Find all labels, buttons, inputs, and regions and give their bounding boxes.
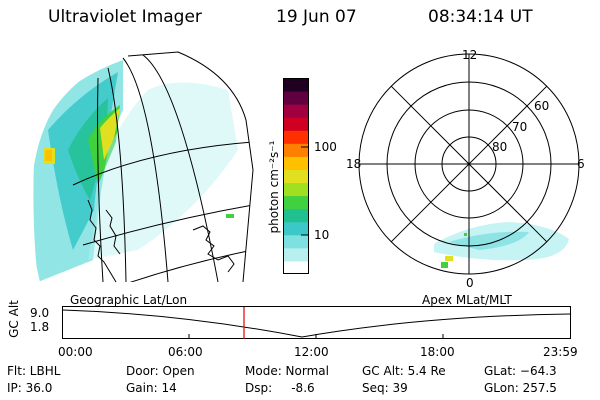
glat-info: GLat: −64.3	[484, 364, 557, 378]
altitude-timeline	[62, 306, 571, 339]
gain-info: Gain: 14	[126, 381, 177, 395]
glon-info: GLon: 257.5	[484, 381, 557, 395]
colorbar-segment	[283, 208, 309, 223]
colorbar-segment	[283, 182, 309, 197]
instrument-title: Ultraviolet Imager	[48, 7, 202, 27]
geographic-caption: Geographic Lat/Lon	[70, 293, 188, 307]
door-info: Door: Open	[126, 364, 195, 378]
colorbar-segment	[283, 104, 309, 118]
polar-mlt-plot	[358, 53, 580, 275]
timeline-xtick-1200: 12:00	[294, 345, 329, 359]
image-time: 08:34:14 UT	[428, 7, 533, 27]
timeline-xtick-1800: 18:00	[420, 345, 455, 359]
colorbar-segment	[283, 169, 309, 184]
mlt-label-18: 18	[346, 157, 362, 171]
colorbar-unit-label: photon cm⁻²s⁻¹	[267, 140, 281, 234]
timeline-xtick-2359: 23:59	[543, 345, 578, 359]
colorbar-segment	[283, 130, 309, 144]
image-date: 19 Jun 07	[276, 7, 357, 27]
dsp-info: Dsp: -8.6	[245, 381, 315, 395]
colorbar-segment	[283, 260, 309, 274]
timeline-ytick-low: 1.8	[30, 320, 50, 334]
geographic-map-panel	[30, 51, 254, 283]
colorbar-tick-label-10: 10	[314, 228, 330, 242]
ip-info: IP: 36.0	[7, 381, 53, 395]
colorbar-segment	[283, 117, 309, 131]
timeline-xtick-0600: 06:00	[168, 345, 203, 359]
timeline-ticks	[188, 334, 444, 339]
seq-info: Seq: 39	[362, 381, 408, 395]
mlt-label-12: 12	[462, 48, 478, 62]
colorbar-segment	[283, 247, 309, 262]
mode-info: Mode: Normal	[245, 364, 329, 378]
mlt-label-6: 6	[577, 157, 585, 171]
coastline	[87, 199, 235, 283]
gc-alt-info: GC Alt: 5.4 Re	[362, 364, 446, 378]
mlt-label-0: 0	[466, 276, 474, 290]
colorbar-segment	[283, 91, 309, 105]
globe-limb	[127, 51, 254, 283]
colorbar-segment	[283, 78, 309, 92]
colorbar-tick-label-100: 100	[314, 140, 337, 154]
lat-lon-grid	[72, 52, 254, 282]
mlat-label-70: 70	[512, 120, 528, 134]
polar-grid	[358, 53, 580, 275]
filter-info: Flt: LBHL	[7, 364, 61, 378]
aurora-emission-map	[30, 52, 254, 282]
colorbar-segment	[283, 221, 309, 236]
altitude-curve	[62, 309, 571, 338]
colorbar-segment	[283, 234, 309, 249]
timeline-xtick-0000: 00:00	[58, 345, 93, 359]
colorbar-segment	[283, 195, 309, 210]
timeline-axis-label: GC Alt	[7, 300, 21, 338]
timeline-ytick-high: 9.0	[30, 306, 50, 320]
mlat-label-60: 60	[534, 99, 550, 113]
apex-caption: Apex MLat/MLT	[422, 293, 512, 307]
mlat-label-80: 80	[492, 140, 508, 154]
colorbar-segment	[283, 156, 309, 170]
colorbar-segment	[283, 143, 309, 157]
color-scale-bar	[283, 78, 309, 274]
